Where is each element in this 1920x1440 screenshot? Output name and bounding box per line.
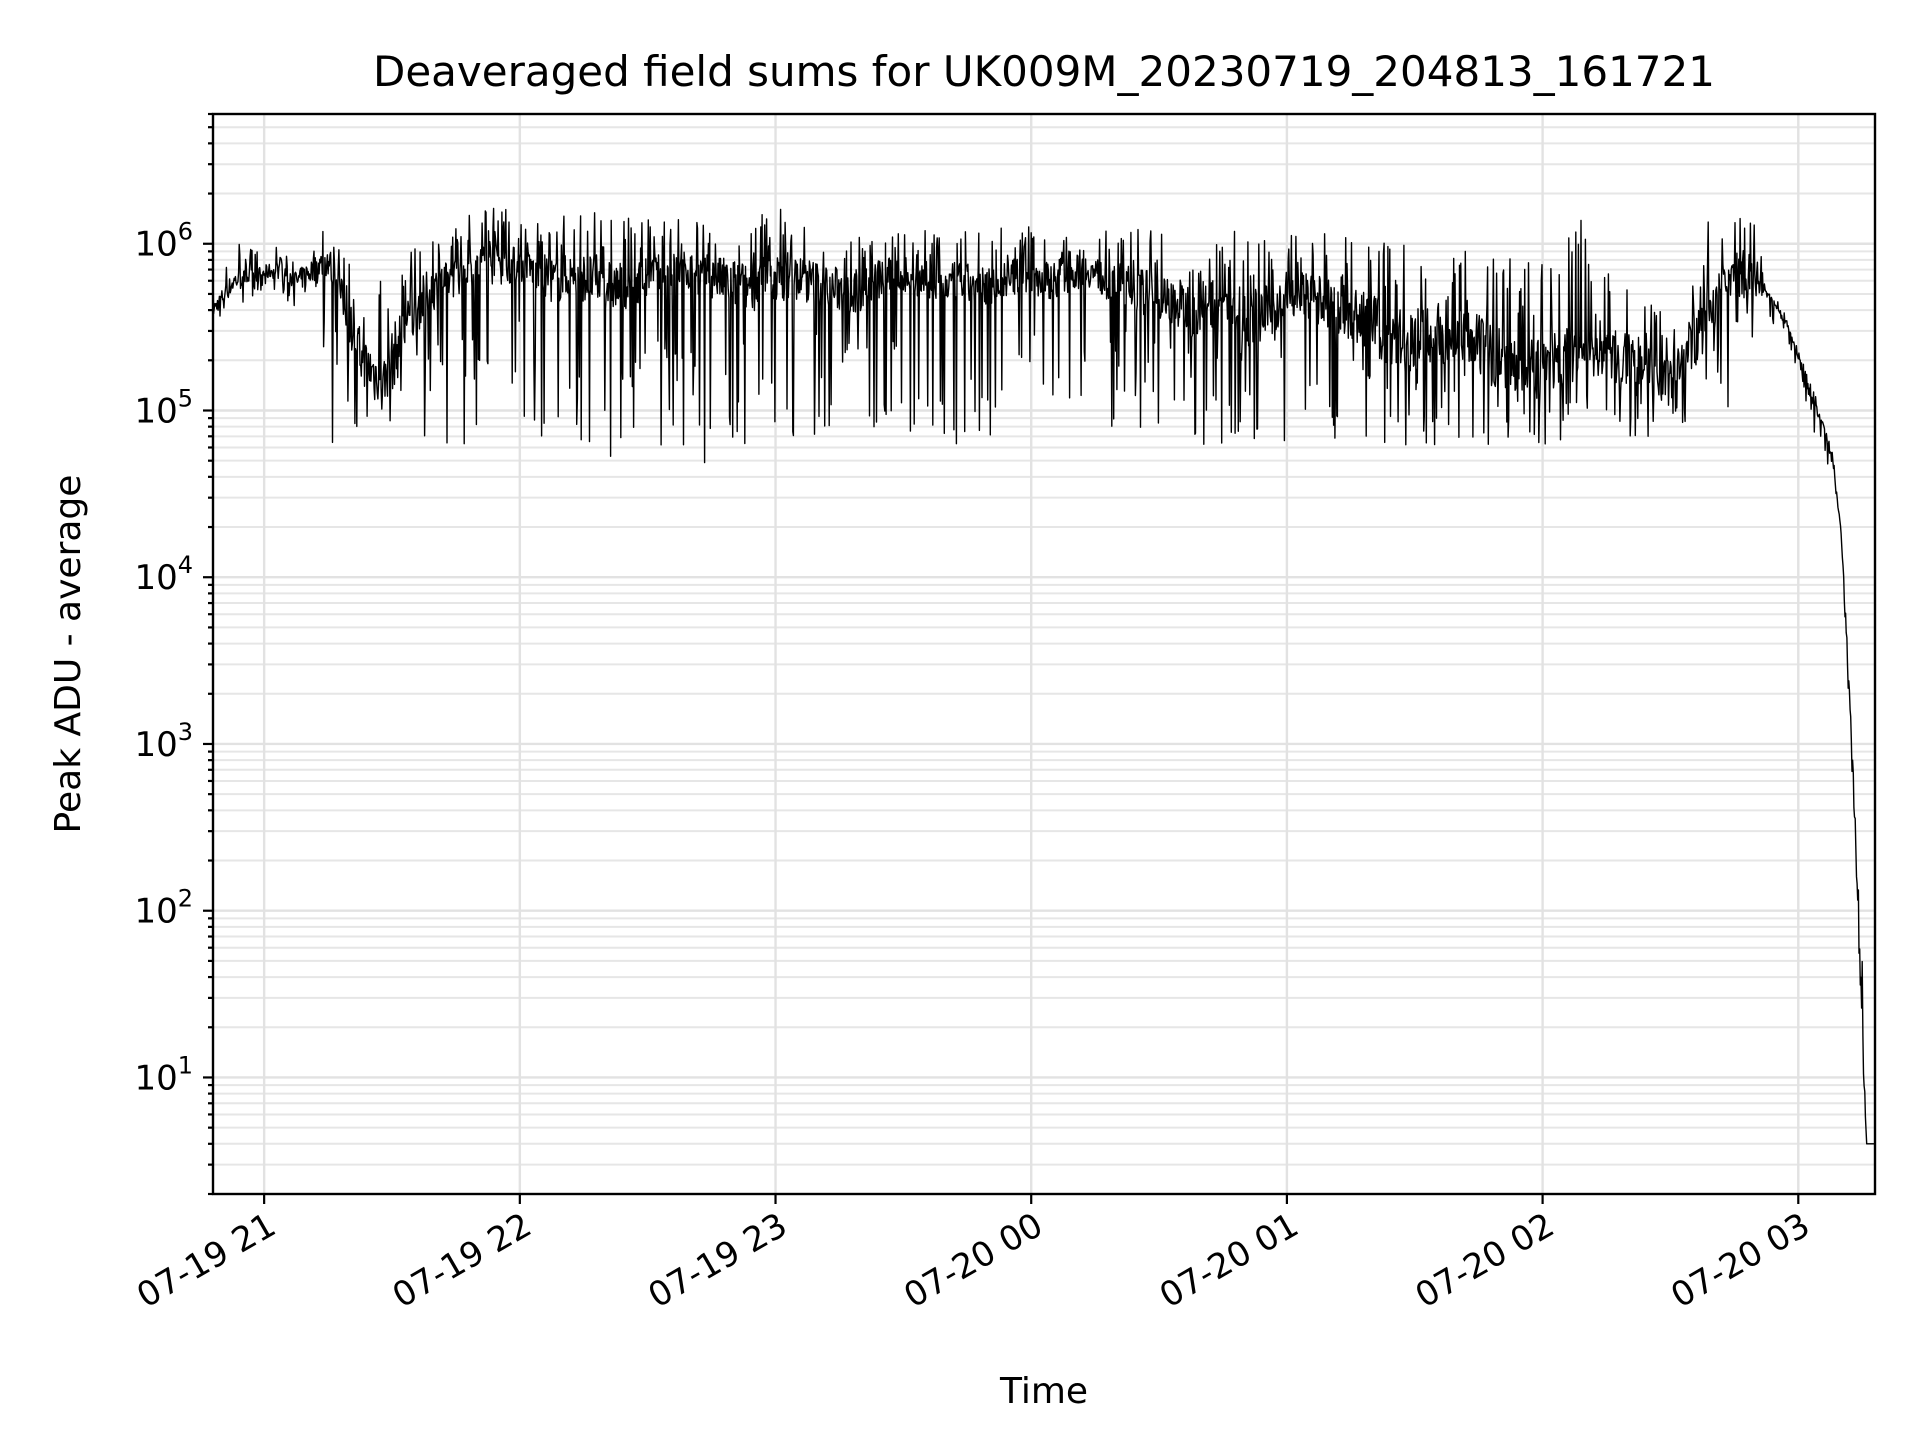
y-tick-base: 10 (134, 391, 177, 431)
y-tick-label: 106 (134, 218, 193, 265)
x-tick-label: 07-20 02 (1409, 1205, 1561, 1316)
y-tick-base: 10 (134, 1058, 177, 1098)
x-tick-label: 07-20 00 (897, 1205, 1049, 1316)
x-tick-label: 07-20 01 (1153, 1205, 1305, 1316)
y-tick-base: 10 (134, 558, 177, 598)
y-tick-base: 10 (134, 725, 177, 765)
y-tick-exponent: 2 (178, 885, 193, 913)
plot-frame (211, 112, 1877, 1196)
x-tick-label: 07-20 03 (1664, 1205, 1816, 1316)
x-tick-label: 07-19 21 (130, 1205, 282, 1316)
y-tick-label: 103 (134, 718, 193, 765)
y-tick-base: 10 (134, 892, 177, 932)
y-tick-exponent: 3 (178, 718, 193, 746)
y-tick-exponent: 6 (178, 218, 193, 246)
y-tick-label: 102 (134, 885, 193, 932)
x-tick-label: 07-19 22 (386, 1205, 538, 1316)
series-group (212, 207, 1876, 1145)
x-axis-label: Time (999, 1371, 1088, 1412)
x-tick-label: 07-19 23 (642, 1205, 794, 1316)
y-tick-base: 10 (134, 225, 177, 265)
series-line (212, 207, 1876, 1145)
y-tick-exponent: 1 (178, 1051, 193, 1079)
y-tick-exponent: 5 (178, 384, 193, 412)
y-tick-label: 104 (134, 551, 193, 598)
y-tick-label: 101 (134, 1051, 193, 1098)
chart-title: Deaveraged field sums for UK009M_2023071… (373, 47, 1715, 96)
y-tick-label: 105 (134, 384, 193, 431)
y-tick-exponent: 4 (178, 551, 193, 579)
y-axis-label: Peak ADU - average (48, 475, 89, 834)
